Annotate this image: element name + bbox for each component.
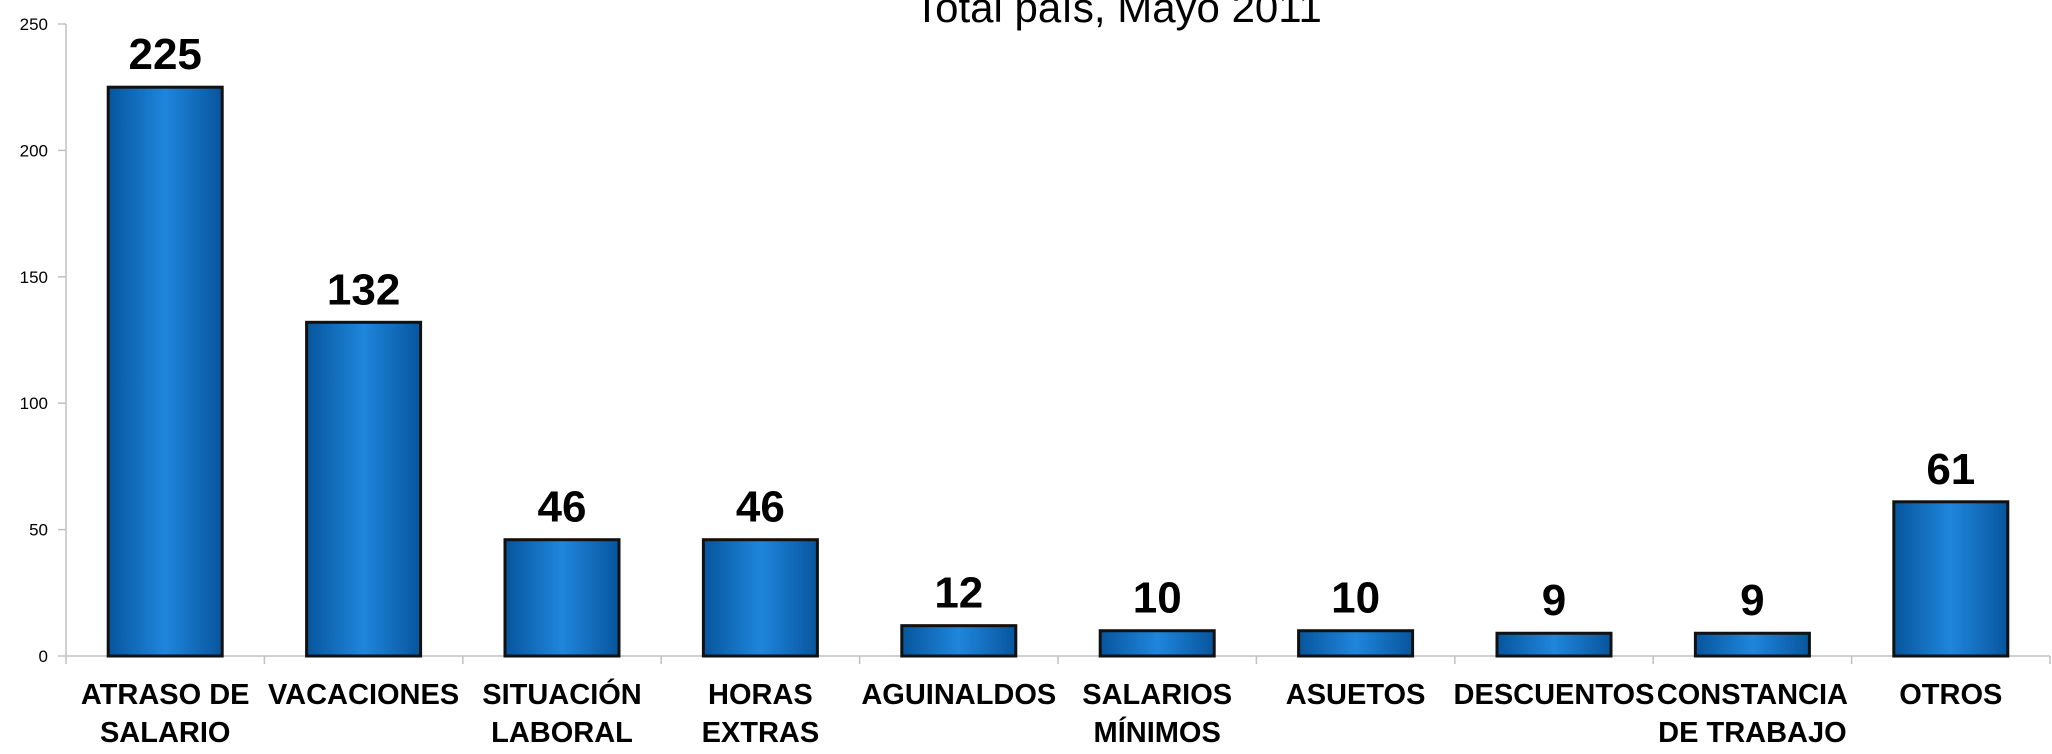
data-label: 132 (327, 265, 400, 314)
category-label-line: CONSTANCIA (1657, 679, 1848, 711)
bars-group (108, 87, 2008, 656)
data-label: 61 (1926, 445, 1975, 494)
category-label-line: DESCUENTOS (1454, 679, 1655, 711)
category-label-line: ATRASO DE (81, 679, 250, 711)
data-label: 9 (1542, 576, 1566, 625)
bar (505, 540, 619, 656)
data-label: 46 (538, 483, 587, 532)
bar (902, 626, 1016, 656)
y-tick-label: 250 (20, 15, 48, 34)
category-label: OTROS (1899, 679, 2002, 711)
bar (1100, 631, 1214, 656)
y-tick-label: 200 (20, 141, 48, 160)
bar (1894, 502, 2008, 656)
category-label-line: VACACIONES (268, 679, 459, 711)
bar (703, 540, 817, 656)
category-label: SALARIOS MÍNIMOS (1082, 679, 1232, 749)
y-tick-label: 0 (39, 647, 48, 666)
category-label: VACACIONES (268, 679, 459, 711)
bar (1695, 633, 1809, 656)
data-label: 12 (934, 569, 983, 618)
y-tick-label: 150 (20, 268, 48, 287)
bar (307, 322, 421, 656)
category-label: SITUACIÓN LABORAL (482, 677, 642, 749)
category-label-line: ASUETOS (1286, 679, 1426, 711)
category-label-line: SALARIO (100, 717, 231, 749)
category-label-line: HORAS (708, 679, 813, 711)
data-label: 10 (1331, 574, 1380, 623)
y-tick-label: 50 (29, 521, 48, 540)
category-label: CONSTANCIA DE TRABAJO (1657, 679, 1848, 749)
category-label-line: MÍNIMOS (1094, 715, 1221, 749)
category-label-line: LABORAL (491, 717, 633, 749)
category-label-line: OTROS (1899, 679, 2002, 711)
category-label-line: EXTRAS (702, 717, 820, 749)
chart-title: Total país, Mayo 2011 (914, 0, 1322, 31)
data-label: 225 (128, 30, 201, 79)
category-label-line: SITUACIÓN (482, 677, 642, 711)
category-label: AGUINALDOS (861, 679, 1056, 711)
bar (1497, 633, 1611, 656)
category-label-line: DE TRABAJO (1658, 717, 1847, 749)
bar (108, 87, 222, 656)
category-label: HORAS EXTRAS (702, 679, 820, 749)
category-label-line: SALARIOS (1082, 679, 1232, 711)
category-label: DESCUENTOS (1454, 679, 1655, 711)
category-label: ATRASO DE SALARIO (81, 679, 250, 749)
bar (1299, 631, 1413, 656)
category-label-line: AGUINALDOS (861, 679, 1056, 711)
data-label: 10 (1133, 574, 1182, 623)
category-label: ASUETOS (1286, 679, 1426, 711)
data-label: 46 (736, 483, 785, 532)
data-label: 9 (1740, 576, 1764, 625)
y-tick-label: 100 (20, 394, 48, 413)
